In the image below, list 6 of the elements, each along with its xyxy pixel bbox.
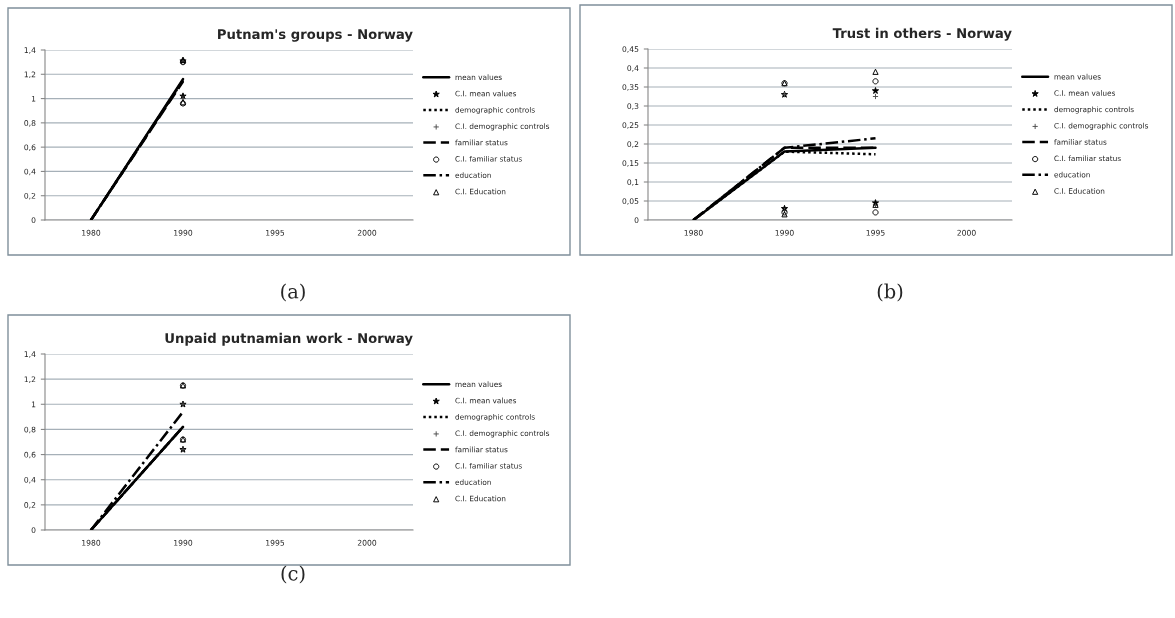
text: (a) [281, 283, 305, 302]
chart-title: Trust in others - Norway [832, 27, 1012, 41]
text: (b) [877, 283, 903, 302]
chart-title: Putnam's groups - Norway [218, 29, 413, 42]
chart-title: Unpaid putnamian work - Norway [165, 332, 413, 346]
text: (c) [281, 565, 305, 584]
